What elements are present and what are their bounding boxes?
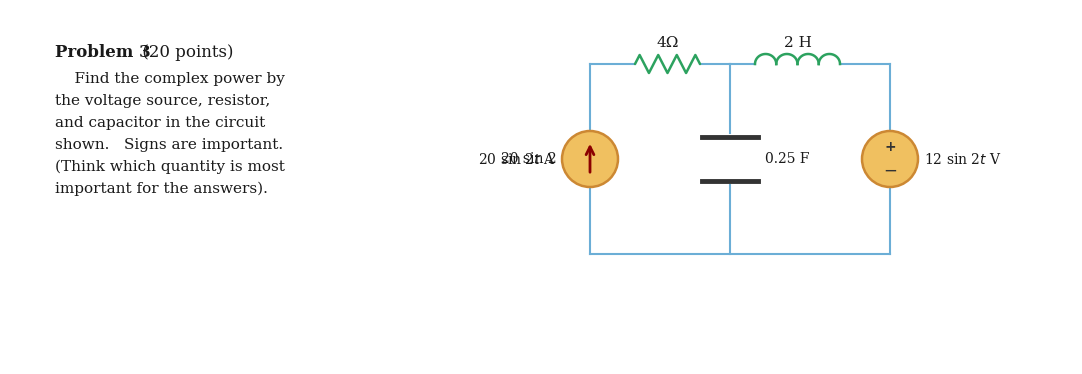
- Text: +: +: [884, 140, 896, 154]
- Text: (20 points): (20 points): [137, 44, 234, 61]
- Text: 4Ω: 4Ω: [657, 36, 678, 50]
- Text: 12 sin 2$\it{t}$ V: 12 sin 2$\it{t}$ V: [924, 151, 1002, 166]
- Text: the voltage source, resistor,: the voltage source, resistor,: [55, 94, 270, 108]
- Text: shown.   Signs are important.: shown. Signs are important.: [55, 138, 283, 152]
- Circle shape: [862, 131, 918, 187]
- Text: 0.25 F: 0.25 F: [765, 152, 809, 166]
- Text: important for the answers).: important for the answers).: [55, 182, 268, 196]
- Text: −: −: [883, 162, 897, 180]
- Circle shape: [562, 131, 618, 187]
- Text: Problem 3: Problem 3: [55, 44, 150, 61]
- Text: Find the complex power by: Find the complex power by: [55, 72, 285, 86]
- Text: and capacitor in the circuit: and capacitor in the circuit: [55, 116, 265, 130]
- Text: (Think which quantity is most: (Think which quantity is most: [55, 160, 285, 174]
- Text: 20 sin 2: 20 sin 2: [501, 152, 557, 166]
- Text: 20 sin 2$\it{t}$ A: 20 sin 2$\it{t}$ A: [478, 151, 556, 166]
- Text: 2 H: 2 H: [783, 36, 812, 50]
